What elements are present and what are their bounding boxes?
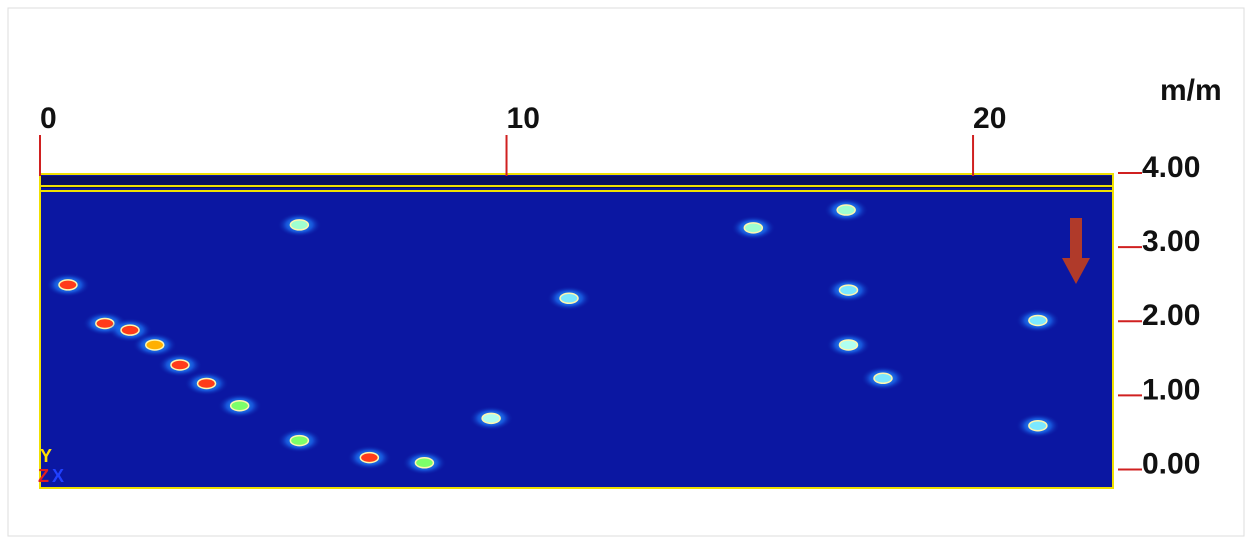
reflection	[1016, 414, 1060, 438]
reflection-core	[231, 401, 249, 411]
y-tick-label: 4.00	[1142, 151, 1200, 184]
reflection-core	[1029, 315, 1047, 325]
reflection-core	[560, 293, 578, 303]
y-tick-label: 3.00	[1142, 225, 1200, 258]
reflection	[133, 333, 177, 357]
reflection-core	[837, 205, 855, 215]
reflection-core	[839, 285, 857, 295]
radar-screenshot: m/m Y Z X 0 10 20 4.00 3.00 2.00 1.00 0.00	[0, 0, 1252, 544]
axis-letter: Z	[38, 466, 49, 486]
y-tick-label: 1.00	[1142, 373, 1200, 406]
reflection	[861, 366, 905, 390]
x-tick-label: 10	[507, 102, 540, 135]
x-tick-label: 0	[40, 102, 57, 135]
reflection	[347, 446, 391, 470]
reflection-core	[482, 413, 500, 423]
reflection	[824, 198, 868, 222]
reflection	[277, 213, 321, 237]
reflection-core	[59, 280, 77, 290]
reflection-core	[146, 340, 164, 350]
reflection-core	[171, 360, 189, 370]
reflection-core	[874, 373, 892, 383]
reflection	[469, 406, 513, 430]
reflection-core	[415, 458, 433, 468]
x-tick-label: 20	[973, 102, 1006, 135]
reflection	[826, 278, 870, 302]
y-tick-label: 0.00	[1142, 447, 1200, 480]
reflection	[277, 429, 321, 453]
reflection-core	[290, 220, 308, 230]
reflection-core	[121, 325, 139, 335]
reflection-core	[744, 223, 762, 233]
axis-letter: X	[52, 466, 64, 486]
reflection	[402, 451, 446, 475]
reflection	[1016, 308, 1060, 332]
reflection	[218, 394, 262, 418]
reflection-core	[360, 453, 378, 463]
plot-area	[40, 173, 1113, 488]
reflection-core	[290, 436, 308, 446]
y-tick-label: 2.00	[1142, 299, 1200, 332]
reflection-core	[839, 340, 857, 350]
reflection-core	[198, 378, 216, 388]
reflection	[185, 371, 229, 395]
reflection	[826, 333, 870, 357]
reflection-core	[1029, 421, 1047, 431]
axis-letter: Y	[40, 446, 52, 466]
reflection	[547, 286, 591, 310]
unit-label: m/m	[1160, 74, 1222, 107]
reflection	[731, 216, 775, 240]
reflection	[46, 273, 90, 297]
